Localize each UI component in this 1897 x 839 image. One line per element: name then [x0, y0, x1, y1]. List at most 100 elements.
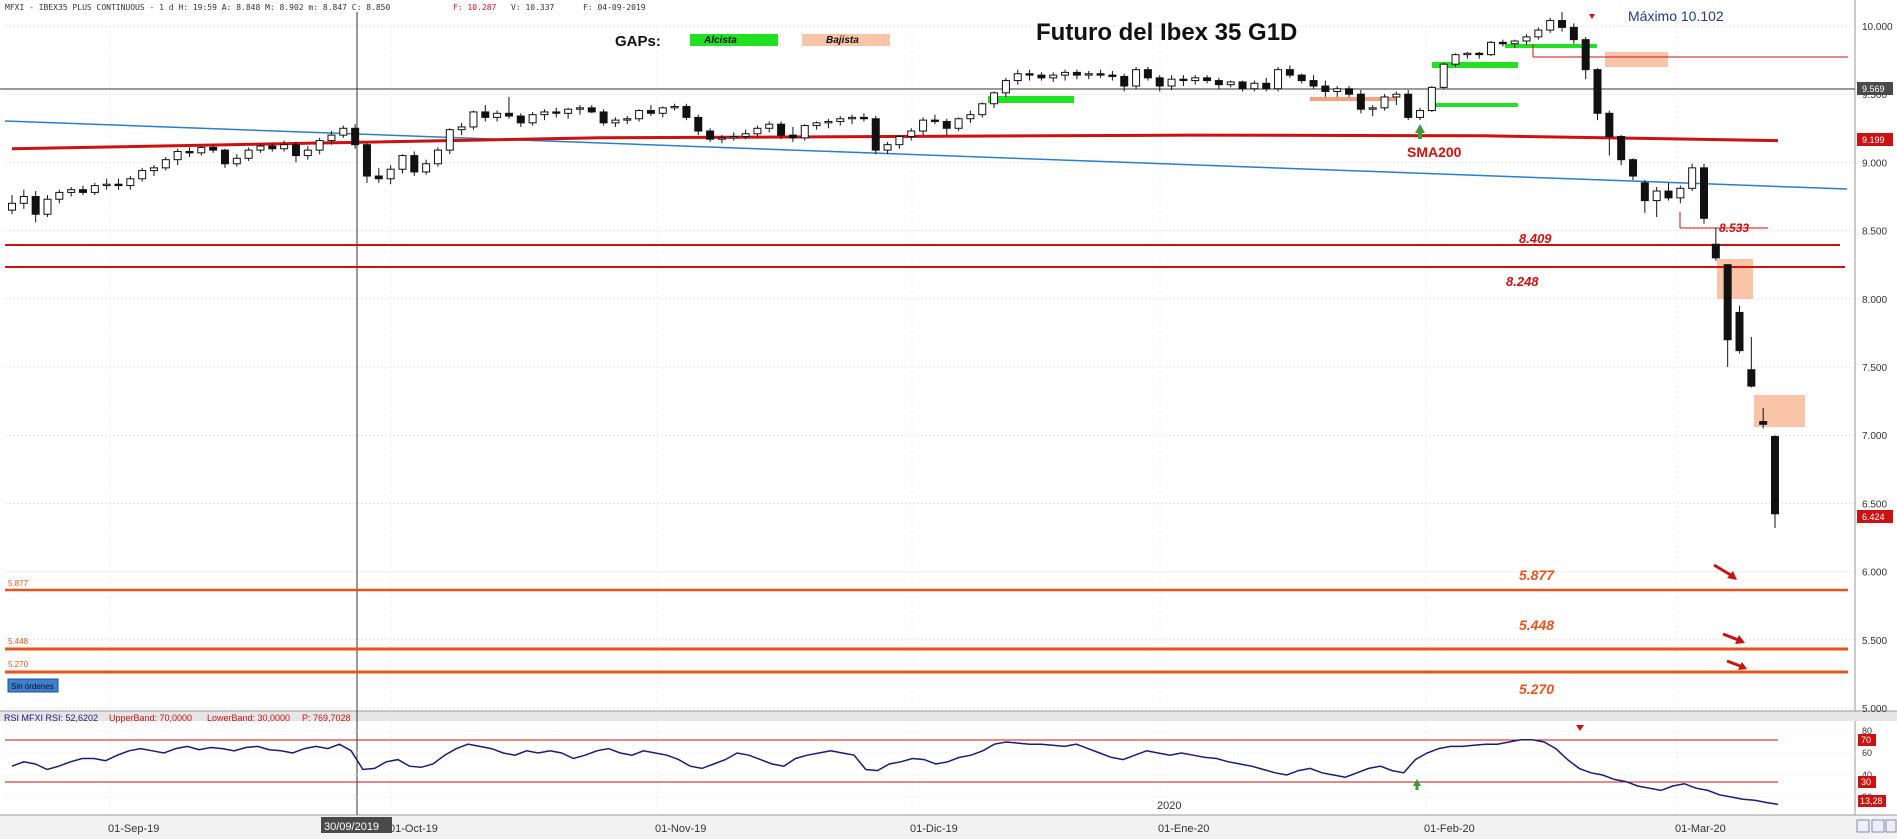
candle[interactable] — [1558, 12, 1567, 32]
candle[interactable] — [635, 109, 644, 122]
candle[interactable] — [1546, 17, 1555, 33]
candle[interactable] — [1404, 90, 1413, 121]
candle[interactable] — [741, 129, 750, 140]
candle[interactable] — [1368, 105, 1377, 117]
candle[interactable] — [1214, 77, 1223, 89]
candle[interactable] — [587, 105, 596, 114]
sin-ordenes-badge[interactable] — [7, 678, 59, 693]
candle[interactable] — [1084, 71, 1093, 80]
candle[interactable] — [859, 113, 868, 122]
candle[interactable] — [1001, 77, 1010, 97]
candle[interactable] — [1510, 39, 1519, 48]
candle[interactable] — [1274, 66, 1283, 92]
candle[interactable] — [623, 116, 632, 125]
candle[interactable] — [1061, 69, 1070, 81]
candle[interactable] — [954, 117, 963, 132]
candle[interactable] — [1345, 86, 1354, 97]
candle[interactable] — [1723, 264, 1732, 367]
candle[interactable] — [883, 141, 892, 155]
candle[interactable] — [1250, 80, 1259, 92]
candle[interactable] — [1356, 90, 1365, 114]
candle[interactable] — [433, 147, 442, 167]
candle[interactable] — [564, 107, 573, 119]
candle[interactable] — [173, 148, 182, 166]
candle[interactable] — [469, 110, 478, 130]
candle[interactable] — [1759, 407, 1768, 429]
candle[interactable] — [907, 128, 916, 141]
candle[interactable] — [280, 140, 289, 152]
candle[interactable] — [1700, 163, 1709, 224]
candle[interactable] — [1191, 75, 1200, 85]
candle[interactable] — [185, 147, 194, 157]
candle[interactable] — [788, 126, 797, 142]
candle[interactable] — [516, 113, 525, 127]
candle[interactable] — [1013, 69, 1022, 85]
candle[interactable] — [209, 144, 218, 153]
candle[interactable] — [1380, 94, 1389, 111]
candle[interactable] — [1037, 72, 1046, 81]
candle[interactable] — [138, 167, 147, 182]
candle[interactable] — [753, 125, 762, 137]
candle[interactable] — [599, 109, 608, 126]
candle[interactable] — [1640, 180, 1649, 213]
candle[interactable] — [670, 103, 679, 111]
candle[interactable] — [1155, 75, 1164, 92]
candle[interactable] — [1771, 435, 1779, 528]
candle[interactable] — [220, 148, 229, 168]
candle[interactable] — [1203, 75, 1212, 84]
candle[interactable] — [552, 107, 561, 118]
candle[interactable] — [777, 121, 786, 140]
candle[interactable] — [540, 109, 549, 121]
pane-separator[interactable] — [0, 711, 1897, 721]
candle[interactable] — [1629, 158, 1638, 181]
candle[interactable] — [1179, 75, 1188, 87]
candle[interactable] — [315, 137, 324, 155]
trend-line[interactable] — [4, 120, 1848, 190]
candle[interactable] — [1664, 182, 1673, 201]
candle[interactable] — [930, 114, 939, 125]
candle[interactable] — [67, 186, 76, 197]
candle[interactable] — [504, 96, 513, 119]
candle[interactable] — [942, 118, 951, 136]
candle[interactable] — [1049, 72, 1058, 82]
candle[interactable] — [1463, 51, 1472, 59]
candles[interactable] — [8, 12, 1779, 528]
candle[interactable] — [339, 125, 348, 138]
candle[interactable] — [1120, 73, 1129, 92]
candle[interactable] — [1617, 135, 1626, 166]
candle[interactable] — [1534, 27, 1543, 40]
candle[interactable] — [1392, 91, 1401, 106]
candle[interactable] — [1676, 185, 1685, 204]
candle[interactable] — [1108, 71, 1117, 81]
candle[interactable] — [351, 124, 360, 149]
candle[interactable] — [1605, 110, 1614, 156]
candle[interactable] — [824, 118, 833, 129]
candle[interactable] — [1581, 36, 1590, 80]
candle[interactable] — [729, 132, 738, 141]
candle[interactable] — [966, 110, 975, 123]
candle[interactable] — [978, 102, 987, 118]
candle[interactable] — [765, 121, 774, 133]
candle[interactable] — [232, 154, 241, 167]
candle[interactable] — [1309, 75, 1318, 89]
candle[interactable] — [55, 189, 64, 204]
candle[interactable] — [43, 195, 52, 217]
candle[interactable] — [848, 114, 857, 125]
candle[interactable] — [422, 159, 431, 175]
candle[interactable] — [1498, 39, 1507, 47]
candle[interactable] — [1096, 69, 1105, 78]
candle[interactable] — [1451, 53, 1460, 67]
candle[interactable] — [1321, 80, 1330, 97]
candle[interactable] — [481, 105, 490, 122]
candle[interactable] — [8, 195, 16, 215]
candle[interactable] — [694, 114, 703, 136]
candle[interactable] — [362, 143, 371, 183]
candle[interactable] — [658, 106, 667, 118]
sma200-line[interactable] — [11, 133, 1779, 151]
candle[interactable] — [114, 178, 123, 190]
candle[interactable] — [1262, 77, 1271, 92]
candle[interactable] — [812, 121, 821, 130]
candle[interactable] — [871, 116, 880, 155]
candle[interactable] — [1747, 336, 1756, 388]
